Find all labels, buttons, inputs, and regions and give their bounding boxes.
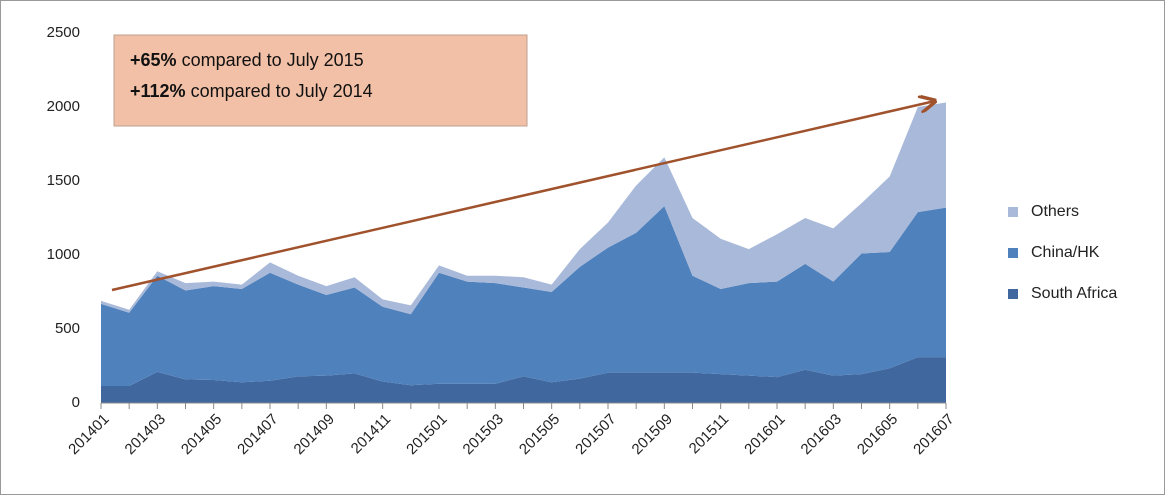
legend: Others China/HK South Africa — [1008, 203, 1117, 302]
y-tick-label: 1000 — [47, 246, 80, 263]
y-tick-label: 2000 — [47, 98, 80, 115]
annotation-background — [113, 34, 528, 127]
legend-label: China/HK — [1031, 244, 1100, 261]
legend-swatch — [1008, 207, 1018, 217]
trend-arrow — [111, 101, 935, 292]
annotation-bold: +65% — [130, 50, 177, 70]
y-tick-label: 2500 — [47, 24, 80, 41]
y-tick-label: 1500 — [47, 172, 80, 189]
area — [101, 357, 946, 403]
area — [101, 206, 946, 386]
legend-label: South Africa — [1031, 285, 1117, 302]
legend-swatch — [1008, 289, 1018, 299]
area — [101, 102, 946, 315]
annotation-text: compared to July 2015 — [182, 50, 364, 70]
annotation-bold: +112% — [130, 81, 186, 101]
annotation-text: compared to July 2014 — [191, 81, 373, 101]
annotation: +112% compared to July 2014 — [130, 81, 373, 101]
legend-swatch — [1008, 248, 1018, 258]
areas — [101, 102, 946, 403]
y-tick-label: 0 — [72, 394, 80, 411]
annotation: +65% compared to July 2015 — [130, 50, 364, 70]
annotation-box: +65% compared to July 2015 +112% compare… — [113, 34, 528, 127]
y-tick-label: 500 — [55, 320, 80, 337]
legend-label: Others — [1031, 203, 1079, 220]
